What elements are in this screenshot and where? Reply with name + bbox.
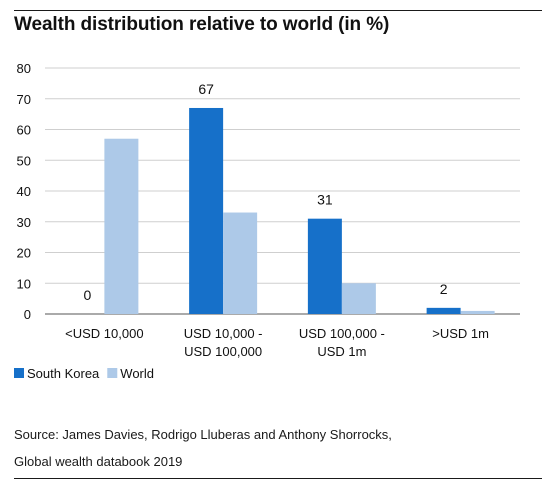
y-tick-label: 60	[17, 123, 31, 138]
x-tick-label: >USD 1m	[432, 326, 489, 341]
bottom-rule	[14, 478, 542, 479]
y-tick-label: 40	[17, 184, 31, 199]
y-tick-label: 10	[17, 276, 31, 291]
bar-world	[104, 138, 139, 314]
y-tick-label: 30	[17, 215, 31, 230]
x-tick-label: USD 100,000 -	[299, 326, 385, 341]
data-label: 31	[317, 192, 333, 208]
bar-world	[341, 283, 376, 314]
legend-swatch	[14, 368, 24, 378]
bar-world	[223, 212, 258, 314]
bar-south-korea	[189, 107, 224, 314]
legend-label: South Korea	[27, 366, 100, 381]
source-line-1: Source: James Davies, Rodrigo Lluberas a…	[14, 427, 392, 442]
x-tick-label: <USD 10,000	[65, 326, 143, 341]
bar-south-korea	[307, 218, 342, 314]
chart-title: Wealth distribution relative to world (i…	[14, 14, 390, 35]
x-tick-label: USD 100,000	[184, 344, 262, 359]
y-tick-label: 70	[17, 92, 31, 107]
bar-chart: 0 10 20 30 40 50 60 70 80 0 <USD 10,000 67 USD 10,00…	[14, 61, 520, 381]
data-label: 67	[198, 81, 214, 97]
source-line-2: Global wealth databook 2019	[14, 454, 183, 469]
legend-swatch	[107, 368, 118, 378]
data-label: 2	[440, 281, 448, 297]
top-rule	[14, 10, 542, 11]
y-tick-label: 0	[24, 307, 31, 322]
y-tick-label: 50	[17, 153, 31, 168]
x-tick-label: USD 10,000 -	[184, 326, 263, 341]
x-tick-label: USD 1m	[317, 344, 366, 359]
y-tick-label: 20	[17, 246, 31, 261]
bar-world	[460, 310, 495, 314]
data-label: 0	[83, 287, 91, 303]
legend-label: World	[120, 366, 154, 381]
y-tick-label: 80	[17, 61, 31, 76]
bar-south-korea	[426, 307, 461, 314]
